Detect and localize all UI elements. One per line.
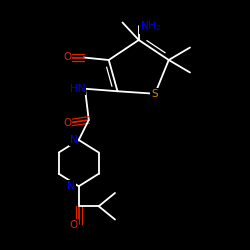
- Text: N: N: [68, 181, 75, 191]
- Text: O: O: [70, 220, 78, 230]
- Text: S: S: [151, 89, 158, 99]
- Text: N: N: [70, 135, 78, 145]
- Text: O: O: [63, 52, 71, 62]
- Text: NH$_2$: NH$_2$: [140, 19, 161, 33]
- Text: HN: HN: [70, 84, 85, 94]
- Text: O: O: [63, 118, 71, 128]
